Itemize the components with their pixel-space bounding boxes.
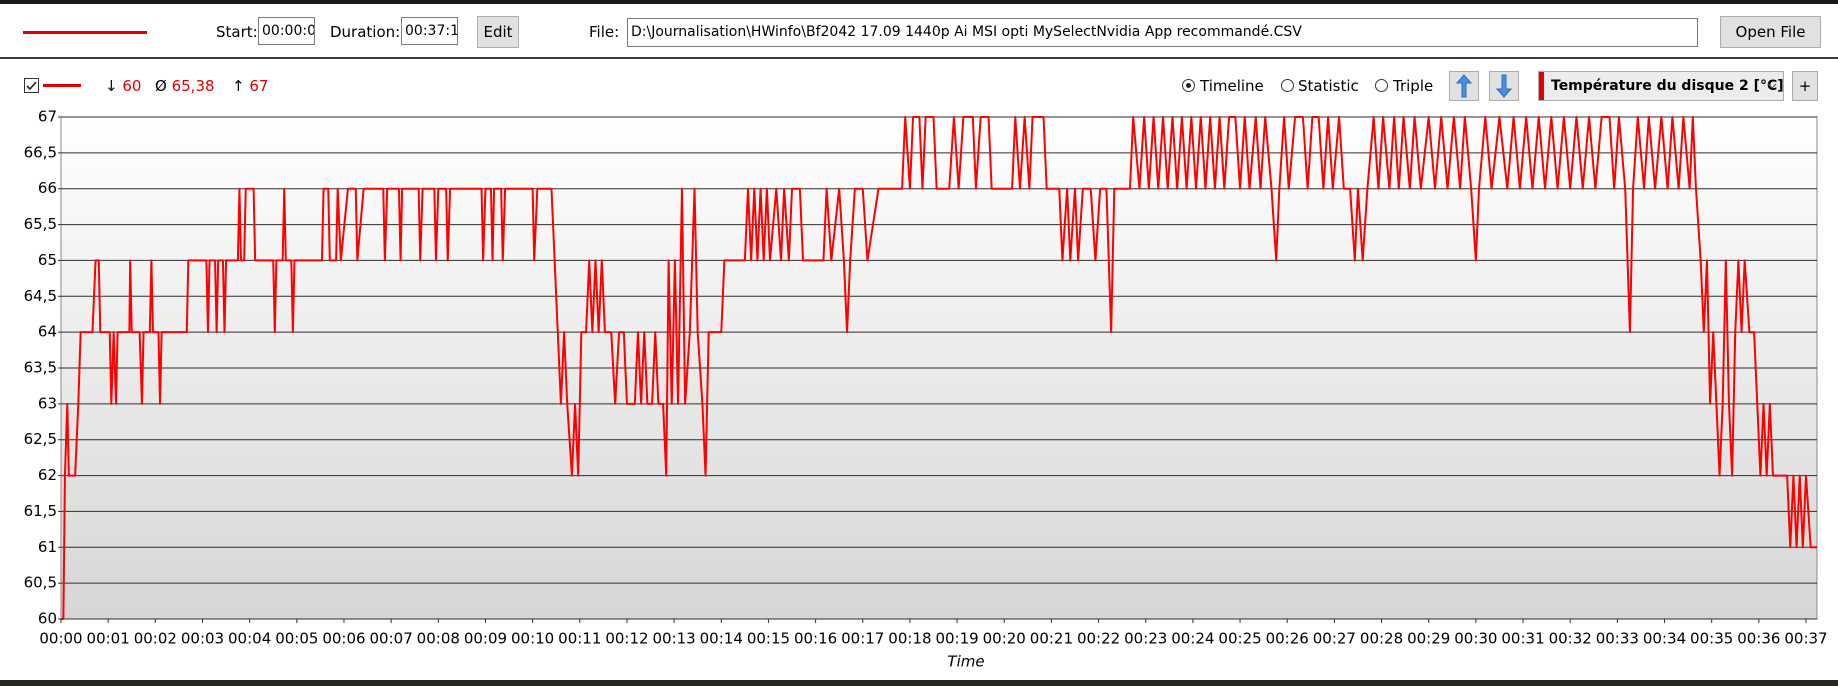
open-file-button[interactable]: Open File <box>1720 16 1821 48</box>
y-tick-label: 62,5 <box>24 430 57 448</box>
y-tick-label: 67 <box>38 108 57 126</box>
y-tick-label: 66 <box>38 179 57 197</box>
max-stat: ↑ 67 <box>232 76 268 96</box>
stat-value: 60 <box>122 77 142 95</box>
sensor-color-bar <box>1539 72 1544 100</box>
chart: 60 60,5 61 61,5 62 62,5 63 63,5 64 64,5 65 65,5 66 66… <box>24 108 1828 671</box>
x-tick-label: 00:05 <box>275 630 318 648</box>
x-tick-label: 00:06 <box>322 630 365 648</box>
x-tick-label: 00:10 <box>511 630 554 648</box>
x-tick-label: 00:20 <box>983 630 1026 648</box>
x-tick-label: 00:18 <box>888 630 931 648</box>
x-tick-label: 00:21 <box>1030 630 1073 648</box>
caret <box>1767 83 1777 89</box>
series-line-sample <box>43 84 81 87</box>
x-tick-label: 00:29 <box>1407 630 1450 648</box>
radio-label[interactable]: Statistic <box>1298 77 1359 95</box>
dropdown-caret <box>1767 83 1777 89</box>
y-tick-label: 61 <box>38 538 57 556</box>
y-tick-label: 63 <box>38 394 57 412</box>
x-tick-label: 00:25 <box>1218 630 1261 648</box>
x-tick-label: 00:31 <box>1501 630 1544 648</box>
stat-value: 65,38 <box>171 77 215 95</box>
x-tick-label: 00:22 <box>1077 630 1120 648</box>
down-arrow-icon <box>1495 74 1513 98</box>
line-sample <box>23 31 147 34</box>
x-tick-label: 00:16 <box>794 630 837 648</box>
start-input[interactable]: 00:00:00 <box>258 17 315 45</box>
x-tick-label: 00:33 <box>1596 630 1639 648</box>
x-tick-label: 00:01 <box>87 630 130 648</box>
checkbox[interactable] <box>24 78 40 94</box>
y-tick-label: 62 <box>38 466 57 484</box>
top-border <box>0 0 1838 4</box>
x-tick-label: 00:07 <box>370 630 413 648</box>
x-tick-label: 00:36 <box>1737 630 1780 648</box>
duration-label: Duration: <box>330 23 401 41</box>
x-tick-label: 00:23 <box>1124 630 1167 648</box>
edit-button[interactable]: Edit <box>477 16 519 48</box>
x-tick-label: 00:08 <box>417 630 460 648</box>
move-up-button[interactable] <box>1449 71 1479 101</box>
x-tick-label: 00:27 <box>1313 630 1356 648</box>
x-tick-label: 00:12 <box>605 630 648 648</box>
stat-symbol: Ø <box>155 77 167 95</box>
x-tick-label: 00:35 <box>1690 630 1733 648</box>
radio[interactable] <box>1375 79 1388 92</box>
x-tick-label: 00:13 <box>652 630 695 648</box>
file-label: File: <box>589 23 620 41</box>
duration-input[interactable]: 00:37:14 <box>401 17 458 45</box>
sensor-name: Température du disque 2 [°C] <box>1551 78 1784 94</box>
x-tick-label: 00:00 <box>39 630 82 648</box>
up-arrow-icon <box>1455 74 1473 98</box>
checkmark <box>26 81 37 91</box>
x-tick-label: 00:34 <box>1643 630 1686 648</box>
y-tick-label: 64 <box>38 323 57 341</box>
avg-stat: Ø 65,38 <box>155 76 215 96</box>
x-tick-label: 00:32 <box>1549 630 1592 648</box>
stat-symbol: ↓ <box>105 77 118 95</box>
x-tick-label: 00:15 <box>747 630 790 648</box>
add-button[interactable]: + <box>1792 71 1818 101</box>
x-tick-label: 00:02 <box>134 630 177 648</box>
x-tick-label: 00:17 <box>841 630 884 648</box>
y-tick-label: 64,5 <box>24 287 57 305</box>
y-tick-label: 60,5 <box>24 574 57 592</box>
data-line <box>61 116 1817 620</box>
y-tick-label: 65,5 <box>24 215 57 233</box>
x-tick-label: 00:37 <box>1784 630 1827 648</box>
radio[interactable] <box>1182 79 1195 92</box>
x-tick-label: 00:14 <box>700 630 743 648</box>
x-tick-label: 00:11 <box>558 630 601 648</box>
x-tick-label: 00:28 <box>1360 630 1403 648</box>
x-tick-label: 00:30 <box>1454 630 1497 648</box>
min-stat: ↓ 60 <box>105 76 141 96</box>
y-tick-label: 66,5 <box>24 143 57 161</box>
y-tick-label: 65 <box>38 251 57 269</box>
sensor-dropdown[interactable]: Température du disque 2 [°C] <box>1538 71 1784 101</box>
radio-label[interactable]: Triple <box>1393 77 1434 95</box>
x-tick-label: 00:19 <box>935 630 978 648</box>
move-down-button[interactable] <box>1489 71 1519 101</box>
toolbar-separator <box>0 57 1838 59</box>
bottom-border <box>0 680 1838 686</box>
x-tick-label: 00:24 <box>1171 630 1214 648</box>
start-label: Start: <box>216 23 258 41</box>
stat-symbol: ↑ <box>232 77 245 95</box>
x-tick-label: 00:04 <box>228 630 271 648</box>
x-axis-title: Time <box>947 653 984 671</box>
y-tick-label: 63,5 <box>24 359 57 377</box>
checkbox-box <box>24 78 39 93</box>
x-tick-label: 00:26 <box>1266 630 1309 648</box>
y-tick-label: 61,5 <box>24 502 57 520</box>
x-tick-label: 00:09 <box>464 630 507 648</box>
y-tick-label: 60 <box>38 610 57 628</box>
file-path-input[interactable]: D:\Journalisation\HWinfo\Bf2042 17.09 14… <box>627 18 1698 47</box>
radio-label[interactable]: Timeline <box>1200 77 1264 95</box>
stat-value: 67 <box>249 77 269 95</box>
radio[interactable] <box>1281 79 1294 92</box>
x-tick-label: 00:03 <box>181 630 224 648</box>
